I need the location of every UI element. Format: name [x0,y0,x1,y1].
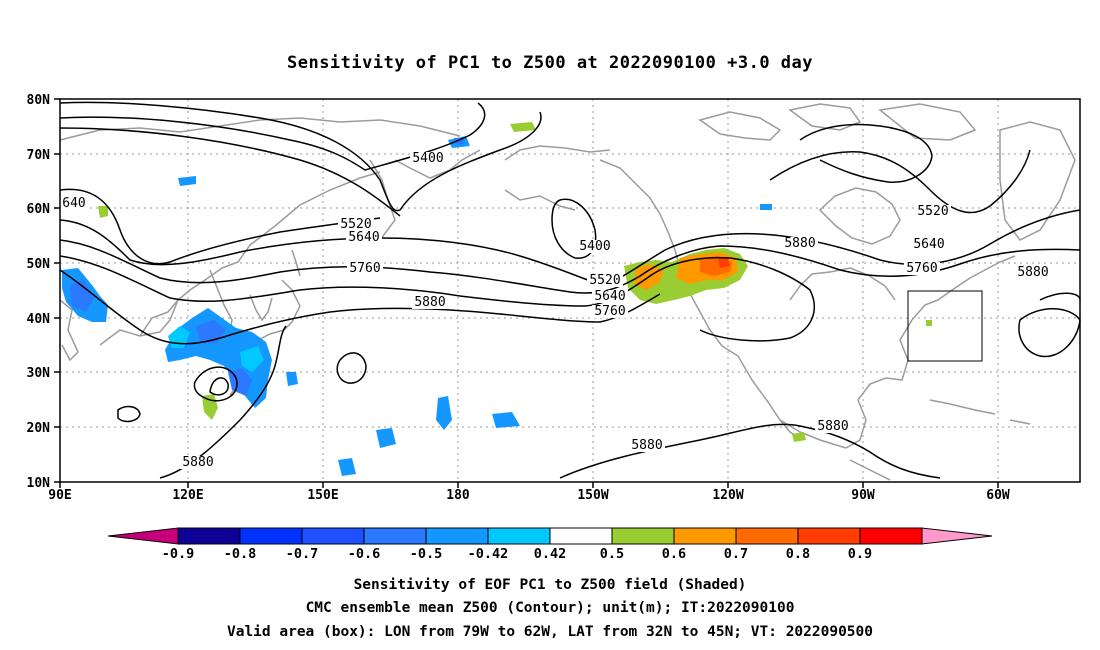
contour-label: 5760 [594,304,625,319]
contour-label: 5520 [340,217,371,232]
colorbar-tick-label: 0.8 [786,546,810,562]
colorbar-high-cap [921,527,993,545]
colorbar-tick-label: -0.42 [468,546,509,562]
colorbar-swatch [611,527,675,545]
colorbar-tick-label: -0.8 [224,546,257,562]
colorbar-tick-label: 0.42 [534,546,567,562]
peak-positive-shading [718,258,730,268]
contour-label: 5760 [906,261,937,276]
contour-label: 5760 [349,261,380,276]
contour-label-halo [347,262,383,275]
contour-label: 5880 [414,295,445,310]
contour-label-halo [346,231,382,244]
contour-label-halo [629,439,665,452]
latitude-axis: 80N 70N 60N 50N 40N 30N 20N 10N [27,93,60,491]
colorbar-swatch [797,527,861,545]
colorbar-swatch [487,527,551,545]
map-frame [59,98,1081,483]
colorbar-tick-label: -0.9 [162,546,195,562]
contour-label: 5640 [913,237,944,252]
contour-label: 5400 [412,151,443,166]
caption-line-2: CMC ensemble mean Z500 (Contour); unit(m… [306,600,795,616]
contour-label: 5640 [594,289,625,304]
caption-line-1: Sensitivity of EOF PC1 to Z500 field (Sh… [354,577,747,593]
longitude-axis: 90E 120E 150E 180 150W 120W 90W 60W [48,482,1010,503]
lon-tick-label: 120W [712,488,743,503]
colorbar-swatch [363,527,427,545]
lat-tick-label: 80N [27,93,51,108]
contour-label: 5880 [631,438,662,453]
contour-label: 5880 [182,455,213,470]
contour-label: 5880 [817,419,848,434]
contour-label-halo [592,305,628,318]
lat-tick-label: 50N [27,257,51,272]
lat-tick-label: 40N [27,312,51,327]
contour-label: 5640 [348,230,379,245]
lat-tick-label: 10N [27,476,51,491]
lon-tick-label: 90E [48,488,71,503]
colorbar-swatch [673,527,737,545]
contour-label-halo [904,262,940,275]
lat-tick-label: 70N [27,148,51,163]
colorbar-tick-label: -0.7 [286,546,319,562]
colorbar-swatch [859,527,923,545]
colorbar-swatch [239,527,303,545]
colorbar-swatch [177,527,241,545]
contour-label-halo [338,218,374,231]
lon-tick-label: 90W [851,488,875,503]
lat-tick-label: 20N [27,421,51,436]
lat-tick-label: 30N [27,366,51,381]
lon-tick-label: 180 [446,488,470,503]
contour-label-halo [410,152,446,165]
contour-label-halo [915,205,951,218]
contour-label-halo [1015,266,1051,279]
colorbar-swatch [549,527,613,545]
contour-label-halo [577,240,613,253]
contour-label-halo [592,290,628,303]
caption-line-3: Valid area (box): LON from 79W to 62W, L… [227,624,873,640]
contour-label: 5400 [579,239,610,254]
contour-label-halo [60,197,88,210]
contour-label-halo [782,237,818,250]
valid-area-box [907,290,983,362]
contour-label: 5880 [784,236,815,251]
colorbar-tick-label: -0.5 [410,546,443,562]
lon-tick-label: 150W [577,488,608,503]
coastlines [59,103,1076,481]
colorbar-swatch [301,527,365,545]
colorbar [107,527,993,545]
contour-label-halo [412,296,448,309]
contour-label: 5520 [917,204,948,219]
contour-label-halo [587,274,623,287]
contour-label-halo [180,456,216,469]
colorbar-swatch [425,527,489,545]
contour-label-halo [911,238,947,251]
lon-tick-label: 60W [986,488,1010,503]
colorbar-low-cap [107,527,179,545]
contour-labels: 6405400552056405760588054005520564057605… [60,151,1051,470]
contour-label: 5520 [589,273,620,288]
lon-tick-label: 150E [307,488,338,503]
contour-label: 5880 [1017,265,1048,280]
lon-tick-label: 120E [172,488,203,503]
colorbar-tick-label: 0.6 [662,546,686,562]
colorbar-tick-label: 0.5 [600,546,624,562]
map-title: Sensitivity of PC1 to Z500 at 2022090100… [287,53,813,73]
shaded-sensitivity [62,122,932,476]
colorbar-tick-label: 0.7 [724,546,748,562]
colorbar-labels: -0.9 -0.8 -0.7 -0.6 -0.5 -0.42 0.42 0.5 0.6 0.7 0.… [162,546,872,562]
colorbar-swatch [735,527,799,545]
lat-tick-label: 60N [27,202,51,217]
colorbar-tick-label: 0.9 [848,546,872,562]
contour-label-halo [815,420,851,433]
colorbar-tick-label: -0.6 [348,546,381,562]
contour-label: 640 [62,196,85,211]
